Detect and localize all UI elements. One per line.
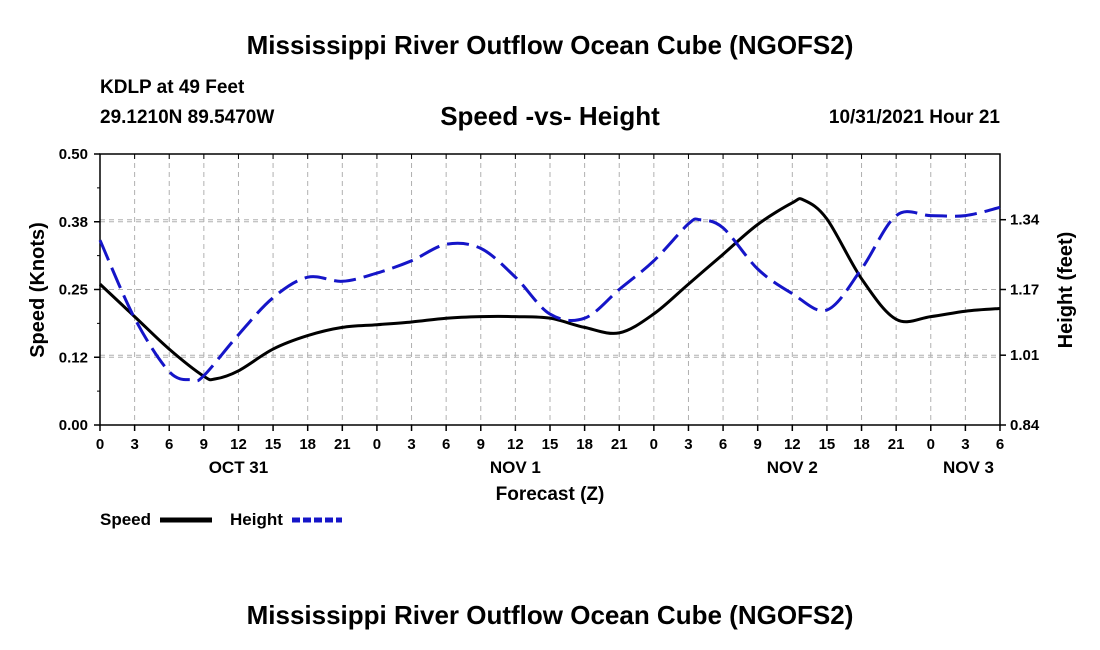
height-series-line: [98, 205, 1001, 383]
x-tick-label: 0: [96, 436, 104, 453]
y-tick-label: 0.12: [59, 349, 88, 366]
x-tick-label: 18: [576, 436, 593, 453]
day-label: NOV 2: [767, 458, 818, 477]
chart-subtitle: Speed -vs- Height: [440, 101, 660, 131]
speed-height-chart: 0 3 6 9 12 15 18 21 0 3 6 9 12 15 18 21 0 3 6 9 12 15 18 21 0 3 6 O…: [27, 146, 1077, 529]
x-tick-label: 0: [927, 436, 935, 453]
chart-title: Mississippi River Outflow Ocean Cube (NG…: [246, 30, 854, 60]
x-tick-label: 18: [299, 436, 316, 453]
x-tick-label: 9: [754, 436, 762, 453]
y-tick-label: 0.00: [59, 417, 88, 434]
x-tick-label: 0: [373, 436, 381, 453]
y2-tick-label: 1.34: [1010, 212, 1040, 229]
forecast-datetime: 10/31/2021 Hour 21: [828, 107, 1000, 128]
x-tick-label: 6: [719, 436, 727, 453]
y-tick-label: 0.50: [59, 146, 88, 163]
y-axis-label: Speed (Knots): [27, 222, 49, 358]
legend: Speed Height: [100, 510, 342, 529]
station-label: KDLP at 49 Feet: [100, 77, 245, 98]
x-tick-label: 6: [442, 436, 450, 453]
day-label: NOV 3: [943, 458, 994, 477]
y2-tick-label: 1.01: [1010, 347, 1039, 364]
x-tick-label: 12: [507, 436, 524, 453]
x-tick-label: 3: [130, 436, 138, 453]
footer-title: Mississippi River Outflow Ocean Cube (NG…: [246, 600, 854, 630]
x-tick-label: 0: [650, 436, 658, 453]
x-tick-label: 3: [407, 436, 415, 453]
y2-tick-label: 0.84: [1010, 417, 1040, 434]
x-tick-label: 18: [853, 436, 870, 453]
x-tick-label: 15: [819, 436, 836, 453]
day-label: NOV 1: [490, 458, 541, 477]
y-tick-label: 0.25: [59, 282, 88, 299]
legend-height-label: Height: [230, 510, 283, 529]
axis-ticks: 0 3 6 9 12 15 18 21 0 3 6 9 12 15 18 21 0 3 6 9 12 15 18 21 0 3 6 O…: [59, 146, 1040, 477]
x-tick-label: 3: [961, 436, 969, 453]
x-tick-label: 21: [334, 436, 351, 453]
speed-series-line: [98, 197, 1001, 382]
x-tick-label: 21: [611, 436, 628, 453]
day-label: OCT 31: [209, 458, 269, 477]
x-tick-label: 9: [477, 436, 485, 453]
x-tick-label: 21: [888, 436, 905, 453]
x-tick-label: 3: [684, 436, 692, 453]
x-axis-label: Forecast (Z): [496, 484, 605, 505]
y-tick-label: 0.38: [59, 214, 88, 231]
x-tick-label: 12: [784, 436, 801, 453]
x-tick-label: 6: [165, 436, 173, 453]
grid-lines: [100, 154, 1000, 426]
legend-speed-label: Speed: [100, 510, 151, 529]
series-layer: [98, 197, 1001, 383]
y2-tick-label: 1.17: [1010, 282, 1039, 299]
x-tick-label: 15: [542, 436, 559, 453]
x-tick-label: 12: [230, 436, 247, 453]
x-tick-label: 15: [265, 436, 282, 453]
station-coordinates: 29.1210N 89.5470W: [100, 107, 275, 128]
y2-axis-label: Height (feet): [1055, 232, 1077, 349]
x-tick-label: 6: [996, 436, 1004, 453]
x-tick-label: 9: [200, 436, 208, 453]
